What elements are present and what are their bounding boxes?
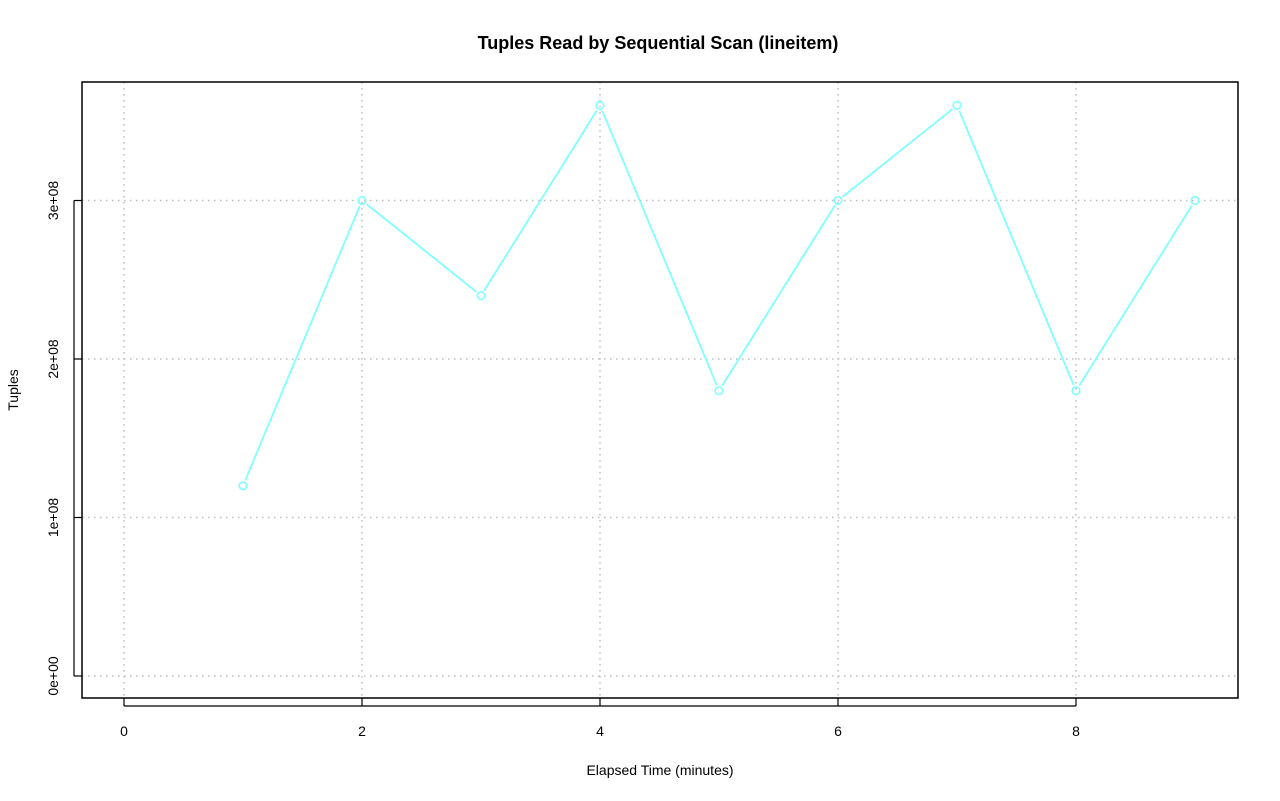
- series-line-segment: [958, 110, 1075, 386]
- series-line-segment: [483, 110, 598, 291]
- data-point: [476, 291, 486, 301]
- data-point: [952, 100, 962, 110]
- series-line-segment: [244, 205, 361, 481]
- series-line-segment: [721, 205, 836, 387]
- y-axis: 0e+00 1e+08 2e+08 3e+08: [45, 181, 82, 696]
- data-point: [1190, 195, 1200, 206]
- data-point: [238, 481, 248, 491]
- series-group: [238, 100, 1200, 491]
- series-line-segment: [842, 108, 953, 198]
- series-line-segment: [601, 110, 718, 386]
- y-tick-label: 2e+08: [45, 339, 61, 379]
- data-point: [833, 195, 843, 206]
- x-tick-label: 8: [1072, 723, 1080, 739]
- y-tick-label: 3e+08: [45, 181, 61, 221]
- data-point: [714, 386, 724, 396]
- data-point: [1071, 386, 1081, 396]
- y-tick-label: 0e+00: [45, 656, 61, 696]
- grid: [82, 82, 1238, 698]
- data-point: [357, 195, 367, 206]
- x-axis-label: Elapsed Time (minutes): [586, 762, 733, 778]
- chart-title: Tuples Read by Sequential Scan (lineitem…: [478, 33, 839, 53]
- y-tick-label: 1e+08: [45, 498, 61, 538]
- x-tick-label: 6: [834, 723, 842, 739]
- series-line-segment: [366, 203, 477, 293]
- data-point: [595, 100, 605, 110]
- x-tick-label: 0: [120, 723, 128, 739]
- x-tick-label: 4: [596, 723, 604, 739]
- y-axis-label: Tuples: [5, 369, 21, 411]
- plot-frame: [81, 81, 1239, 699]
- series-line-segment: [1078, 205, 1193, 387]
- x-tick-label: 2: [358, 723, 366, 739]
- x-axis: 0 2 4 6 8: [120, 698, 1080, 739]
